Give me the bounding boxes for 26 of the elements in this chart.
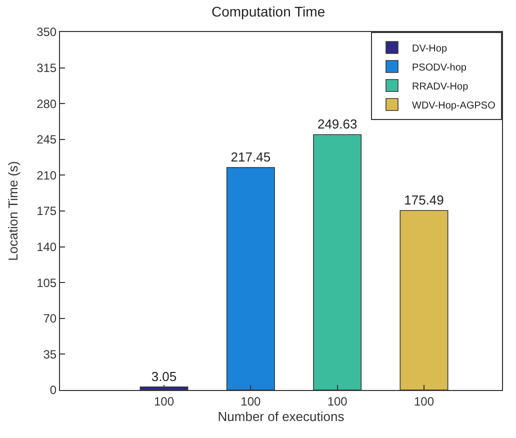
x-tick-label: 100 — [240, 394, 261, 408]
y-tick-label: 350 — [36, 25, 57, 40]
data-label: 175.49 — [404, 192, 444, 208]
x-tick-label: 100 — [414, 394, 434, 408]
y-tick-label: 105 — [36, 276, 57, 290]
legend-label: DV-Hop — [412, 43, 448, 54]
data-label: 249.63 — [317, 116, 358, 132]
y-tick-label: 175 — [36, 204, 57, 218]
y-tick-label: 70 — [43, 312, 57, 326]
y-tick-label: 140 — [36, 240, 57, 254]
y-tick-label: 315 — [36, 61, 57, 75]
x-tick-label: 100 — [327, 394, 348, 408]
legend-label: PSODV-hop — [412, 62, 467, 74]
y-tick-label: 245 — [36, 132, 57, 147]
x-axis-title: Number of executions — [218, 409, 345, 424]
y-tick-label: 35 — [43, 347, 57, 362]
chart-title: Computation Time — [212, 3, 326, 20]
y-tick-label: 0 — [50, 383, 57, 398]
data-label: 217.45 — [230, 150, 271, 165]
legend-label: WDV-Hop-AGPSO — [412, 100, 496, 112]
y-tick-label: 280 — [36, 96, 57, 111]
legend-label: RRADV-Hop — [412, 81, 469, 92]
x-tick-label: 100 — [154, 394, 174, 408]
data-label: 3.05 — [151, 368, 177, 384]
y-tick-label: 210 — [36, 168, 57, 182]
y-axis-title: Location Time (s) — [6, 161, 21, 261]
